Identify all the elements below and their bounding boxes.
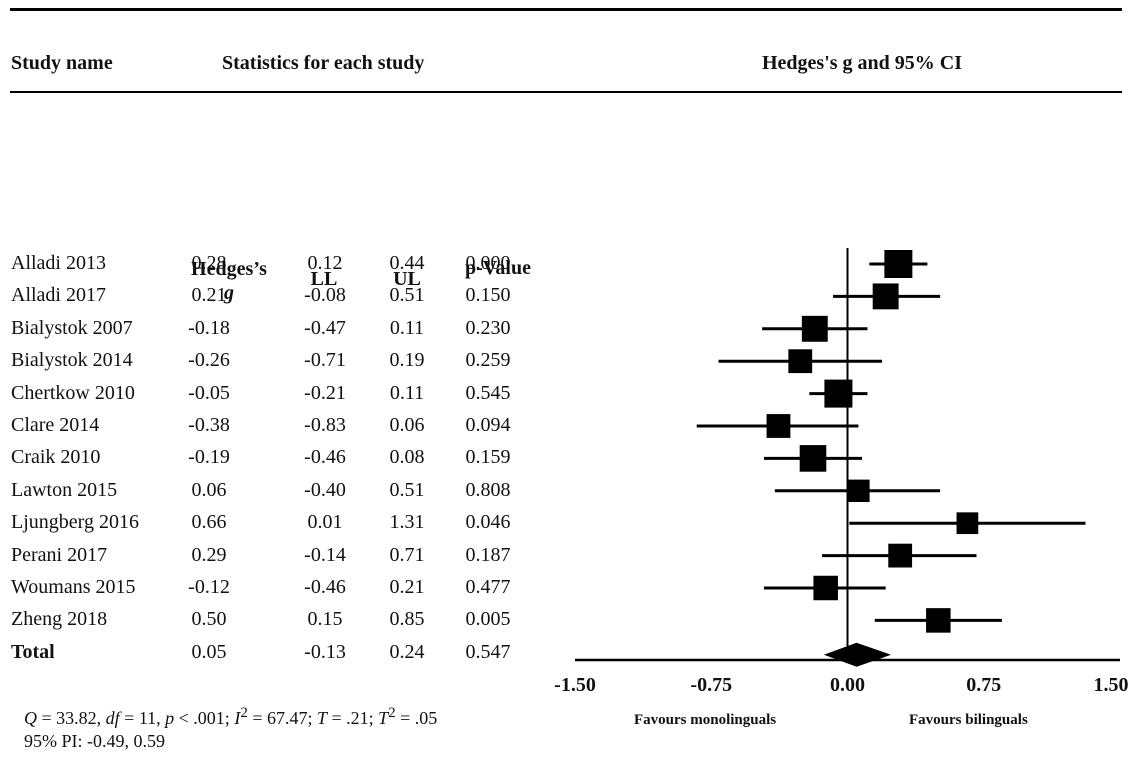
- total-g-value: 0.05: [191, 640, 227, 663]
- study-g-value: -0.12: [188, 576, 230, 598]
- plot-header: Hedges's g and 95% CI: [762, 52, 963, 74]
- study-name: Woumans 2015: [11, 576, 136, 598]
- study-name: Lawton 2015: [11, 478, 118, 501]
- x-tick-label: 0.00: [830, 674, 865, 696]
- effect-marker: [956, 512, 979, 535]
- study-p-value: 0.230: [465, 316, 511, 339]
- study-name: Clare 2014: [11, 414, 100, 436]
- total-name: Total: [11, 640, 55, 663]
- prediction-interval: 95% PI: -0.49, 0.59: [24, 731, 165, 751]
- total-diamond: [823, 642, 892, 667]
- x-tick-label: -0.75: [690, 674, 733, 696]
- study-ul-value: 0.85: [389, 608, 425, 631]
- study-ul-value: 0.11: [389, 381, 425, 404]
- study-g-value: 0.66: [191, 511, 227, 534]
- study-name: Craik 2010: [11, 446, 101, 469]
- effect-marker: [799, 445, 827, 472]
- effect-marker: [766, 414, 791, 438]
- study-name: Bialystok 2014: [11, 349, 133, 372]
- effect-marker: [813, 575, 838, 601]
- heterogeneity-stats: Q = 33.82, df = 11, p < .001; I2 = 67.47…: [24, 705, 438, 728]
- study-name: Alladi 2013: [11, 252, 106, 274]
- study-ll-value: 0.01: [307, 511, 343, 534]
- study-ul-value: 0.06: [389, 414, 425, 436]
- study-g-value: 0.21: [191, 284, 227, 307]
- study-p-value: 0.000: [465, 252, 511, 274]
- study-ll-value: -0.71: [304, 349, 346, 372]
- study-g-value: 0.28: [191, 252, 227, 274]
- total-p-value: 0.547: [465, 640, 511, 663]
- effect-marker: [926, 608, 951, 633]
- study-ul-value: 0.21: [389, 576, 425, 598]
- header-rule: [10, 91, 1122, 93]
- effect-marker: [847, 479, 870, 502]
- study-g-value: -0.19: [188, 446, 230, 469]
- study-name: Chertkow 2010: [11, 381, 135, 404]
- effect-marker: [884, 250, 913, 278]
- study-ll-value: -0.46: [304, 576, 346, 598]
- study-ll-value: -0.40: [304, 478, 346, 501]
- study-ll-value: -0.14: [304, 543, 346, 566]
- top-rule: [10, 8, 1122, 11]
- ll-column-header: LL: [310, 268, 338, 290]
- favours-bilinguals-label: Favours bilinguals: [909, 712, 1028, 728]
- study-ll-value: -0.83: [304, 414, 346, 436]
- study-ul-value: 0.19: [389, 349, 425, 372]
- study-name: Zheng 2018: [11, 608, 108, 631]
- effect-marker: [801, 315, 828, 342]
- study-ul-value: 0.08: [389, 446, 425, 469]
- study-p-value: 0.159: [465, 446, 511, 469]
- study-g-value: -0.05: [188, 381, 230, 404]
- study-ul-value: 0.71: [389, 543, 425, 566]
- ul-column-header: UL: [393, 268, 421, 290]
- effect-marker: [872, 283, 899, 310]
- study-name: Ljungberg 2016: [11, 511, 139, 534]
- x-tick-label: 0.75: [966, 674, 1002, 696]
- study-name: Bialystok 2007: [11, 316, 133, 339]
- effect-marker: [788, 349, 813, 374]
- study-p-value: 0.259: [465, 349, 511, 372]
- total-ul-value: 0.24: [389, 640, 425, 663]
- x-tick-label: 1.50: [1093, 674, 1129, 696]
- study-p-value: 0.094: [465, 414, 511, 436]
- hedges-g-column-header: Hedges’s g: [174, 257, 284, 305]
- hedges-g-header-line2: g: [224, 282, 234, 304]
- effect-marker: [824, 379, 853, 408]
- x-tick-label: -1.50: [554, 674, 596, 696]
- effect-marker: [888, 543, 913, 568]
- study-ul-value: 0.44: [389, 252, 425, 274]
- study-ll-value: -0.08: [304, 284, 346, 307]
- study-g-value: -0.26: [188, 349, 230, 372]
- study-g-value: -0.18: [188, 316, 230, 339]
- study-g-value: 0.29: [191, 543, 227, 566]
- study-p-value: 0.046: [465, 511, 511, 534]
- study-ll-value: 0.15: [307, 608, 343, 631]
- total-ll-value: -0.13: [304, 640, 346, 663]
- study-ll-value: 0.12: [307, 252, 343, 274]
- study-name: Alladi 2017: [11, 284, 106, 307]
- study-p-value: 0.150: [465, 284, 511, 307]
- study-name-header: Study name: [11, 52, 113, 74]
- study-ul-value: 0.51: [389, 478, 425, 501]
- study-ul-value: 0.11: [389, 316, 425, 339]
- favours-monolinguals-label: Favours monolinguals: [634, 712, 777, 728]
- statistics-header: Statistics for each study: [222, 52, 425, 74]
- study-ll-value: -0.46: [304, 446, 346, 469]
- study-ll-value: -0.21: [304, 381, 346, 404]
- study-g-value: -0.38: [188, 414, 230, 436]
- study-p-value: 0.545: [465, 381, 511, 404]
- study-p-value: 0.187: [465, 543, 511, 566]
- study-g-value: 0.06: [191, 478, 227, 501]
- study-ul-value: 1.31: [389, 511, 425, 534]
- study-p-value: 0.477: [465, 576, 511, 598]
- hedges-g-header-line1: Hedges’s: [191, 258, 267, 280]
- study-p-value: 0.808: [465, 478, 511, 501]
- study-ul-value: 0.51: [389, 284, 425, 307]
- study-p-value: 0.005: [465, 608, 511, 631]
- study-g-value: 0.50: [191, 608, 227, 631]
- study-name: Perani 2017: [11, 543, 108, 566]
- study-ll-value: -0.47: [304, 316, 346, 339]
- p-value-column-header: p-Value: [465, 257, 531, 279]
